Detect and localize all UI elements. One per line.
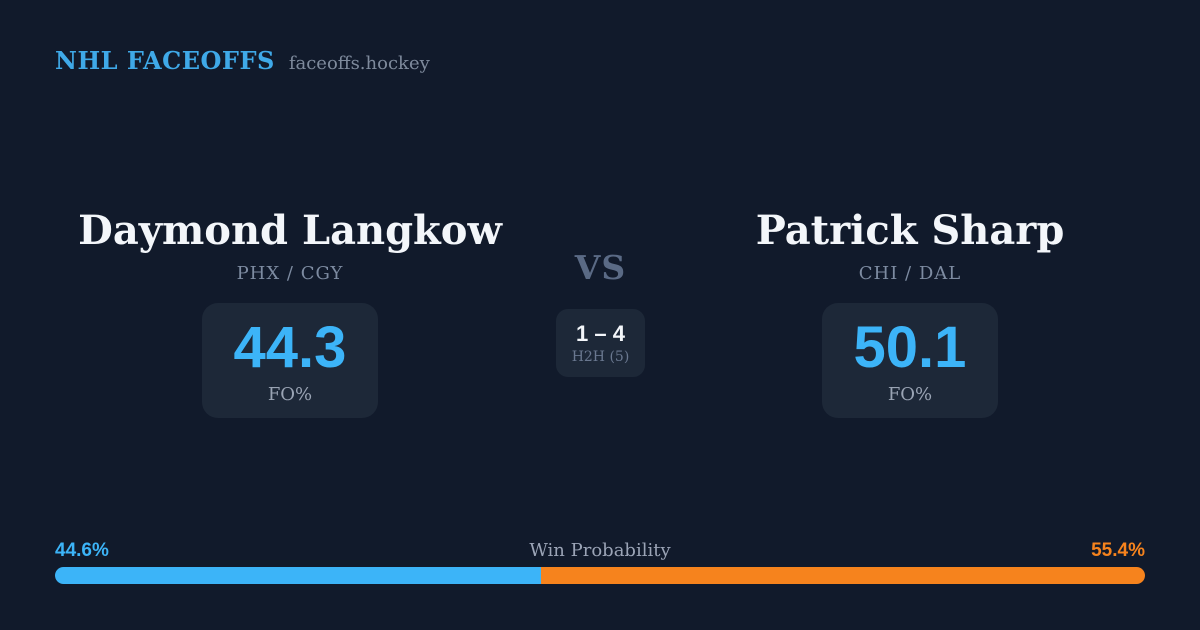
player1-name: Daymond Langkow bbox=[78, 207, 502, 254]
win-probability-right-pct: 55.4% bbox=[1091, 540, 1145, 561]
win-probability-labels: 44.6% Win Probability 55.4% bbox=[55, 540, 1145, 562]
brand-title: NHL FACEOFFS bbox=[55, 46, 275, 75]
h2h-score: 1 – 4 bbox=[576, 321, 625, 346]
header: NHL FACEOFFS faceoffs.hockey bbox=[55, 46, 430, 75]
player2-teams: CHI / DAL bbox=[858, 263, 962, 284]
player1-stat-value: 44.3 bbox=[233, 315, 347, 380]
player1-stat-label: FO% bbox=[267, 384, 313, 405]
h2h-label: H2H (5) bbox=[571, 349, 630, 365]
player1-column: Daymond Langkow PHX / CGY 44.3 FO% bbox=[55, 207, 525, 418]
player1-stat-box: 44.3 FO% bbox=[202, 303, 378, 418]
versus-column: VS 1 – 4 H2H (5) bbox=[480, 249, 721, 377]
win-probability-left-pct: 44.6% bbox=[55, 540, 109, 561]
player2-stat-box: 50.1 FO% bbox=[822, 303, 998, 418]
player1-teams: PHX / CGY bbox=[236, 263, 344, 284]
win-probability-title: Win Probability bbox=[529, 540, 671, 561]
player2-stat-label: FO% bbox=[887, 384, 933, 405]
vs-label: VS bbox=[574, 248, 627, 287]
player2-name: Patrick Sharp bbox=[755, 207, 1065, 254]
player2-column: Patrick Sharp CHI / DAL 50.1 FO% bbox=[675, 207, 1145, 418]
win-bar-right-segment bbox=[541, 567, 1145, 584]
player2-stat-value: 50.1 bbox=[853, 315, 967, 380]
site-url: faceoffs.hockey bbox=[288, 53, 430, 74]
h2h-box: 1 – 4 H2H (5) bbox=[556, 309, 645, 377]
win-bar-left-segment bbox=[55, 567, 542, 584]
win-probability-bar bbox=[55, 567, 1145, 584]
